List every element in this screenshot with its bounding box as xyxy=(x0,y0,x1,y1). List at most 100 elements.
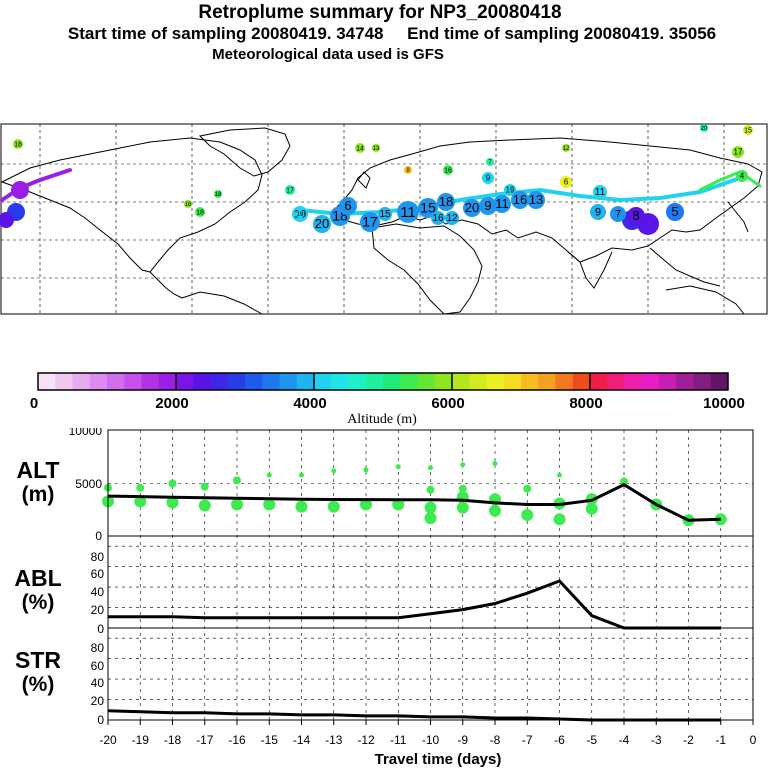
alt-scatter-point xyxy=(136,483,145,492)
trajectory-marker-label: 18 xyxy=(215,192,222,198)
end-time-label: End time of sampling 20080419. 35056 xyxy=(407,24,717,43)
colorbar-cell xyxy=(469,373,487,390)
trajectory-marker xyxy=(437,193,455,211)
colorbar-tick-label: 10000 xyxy=(703,395,745,412)
colorbar-cell xyxy=(676,373,694,390)
trajectory-marker-label: 8 xyxy=(406,168,410,174)
colorbar-tick-label: 0 xyxy=(30,395,38,412)
alt-scatter-point xyxy=(200,482,209,491)
trajectory-marker-label: 6 xyxy=(344,198,351,213)
colorbar-cell xyxy=(38,373,56,390)
colorbar-cell xyxy=(607,373,625,390)
colorbar-cell xyxy=(245,373,263,390)
colorbar-tick-label: 2000 xyxy=(155,395,188,412)
colorbar-cell xyxy=(210,373,229,390)
trajectory-marker xyxy=(610,206,626,222)
x-axis-tick-label: -4 xyxy=(619,733,630,747)
trajectory-marker xyxy=(313,215,331,233)
colorbar-cell xyxy=(72,373,91,390)
alt-scatter xyxy=(102,461,727,527)
colorbar-tick-labels: 0 2000 4000 6000 8000 10000 xyxy=(30,395,745,412)
str-tick-60: 60 xyxy=(91,659,105,673)
trajectory-marker xyxy=(296,210,304,218)
trajectory-marker xyxy=(184,200,192,208)
x-axis-tick-label: -9 xyxy=(457,733,468,747)
trajectory-marker xyxy=(372,144,380,152)
start-time-label: Start time of sampling 20080419. 34748 xyxy=(67,24,384,43)
trajectory-marker-label: 7 xyxy=(488,160,492,166)
alt-tick-5000: 5000 xyxy=(75,477,102,491)
trajectory-marker xyxy=(479,197,497,215)
trajectory-marker-label: 19 xyxy=(506,186,515,195)
colorbar-cell xyxy=(590,373,608,390)
trajectory-marker-label: 16 xyxy=(185,202,192,208)
colorbar-cell xyxy=(710,373,729,390)
trajectory-marker xyxy=(493,195,511,213)
trajectory-marker xyxy=(590,204,606,220)
trajectory-marker xyxy=(214,190,222,198)
trajectory-marker-label: 12 xyxy=(446,213,458,224)
india-outline xyxy=(567,251,613,289)
colorbar-cell xyxy=(383,373,401,390)
africa-outline xyxy=(371,223,483,315)
trajectory-purple xyxy=(0,168,72,202)
trajectory-marker-label: 20 xyxy=(315,216,329,231)
alt-scatter-point xyxy=(424,501,437,514)
x-axis-tick-label: -18 xyxy=(164,733,182,747)
alt-panel-label-1: ALT xyxy=(16,457,59,483)
trajectory-marker xyxy=(397,201,419,223)
colorbar-cell xyxy=(331,373,349,390)
str-line xyxy=(107,709,721,722)
trajectory-marker xyxy=(562,144,570,152)
trajectory-marker-label: 16 xyxy=(432,213,444,224)
trajectory-marker xyxy=(504,184,516,196)
trajectory-marker-label: 18 xyxy=(439,194,453,209)
trajectory-marker-label: 15 xyxy=(420,200,436,216)
str-panel-label-2: (%) xyxy=(22,673,55,696)
alt-scatter-point xyxy=(489,504,501,517)
colorbar-tick-label: 8000 xyxy=(569,395,602,412)
trajectory-marker xyxy=(285,185,295,195)
colorbar-tick-label: 4000 xyxy=(293,395,326,412)
time-series-panels: ALT (m) ABL (%) STR (%) 10000 5000 0 80 … xyxy=(14,428,756,768)
x-axis-tick-label: -17 xyxy=(196,733,214,747)
alt-scatter-point xyxy=(231,498,243,511)
x-axis-tick-label: -5 xyxy=(586,733,597,747)
trajectory-map: 1920186171511151816122091119161361197851… xyxy=(0,123,768,315)
trajectory-marker xyxy=(431,211,445,225)
x-axis-tick-label: -8 xyxy=(490,733,501,747)
southeast-asia-outline xyxy=(649,247,721,287)
trajectory-marker xyxy=(0,212,14,228)
colorbar-cell xyxy=(434,373,453,390)
alt-scatter-point xyxy=(233,476,241,485)
met-data-label: Meteorological data used is GFS xyxy=(212,46,444,63)
trajectory-marker xyxy=(736,170,748,182)
str-tick-20: 20 xyxy=(91,694,105,708)
trajectory-marker-label: 11 xyxy=(595,187,606,198)
colorbar-cell xyxy=(348,373,367,390)
altitude-colorbar: 0 2000 4000 6000 8000 10000 Altitude (m) xyxy=(30,372,745,427)
colorbar-cell xyxy=(521,373,539,390)
trajectory-marker xyxy=(560,176,572,188)
colorbar-cell xyxy=(176,373,194,390)
alt-scatter-point xyxy=(458,484,467,493)
trajectory-marker xyxy=(732,146,744,158)
colorbar-cell xyxy=(227,373,246,390)
alt-median-line xyxy=(107,482,721,522)
x-axis-tick-label: -6 xyxy=(554,733,565,747)
australia-outline xyxy=(665,285,745,315)
colorbar-cell xyxy=(124,373,142,390)
trajectory-marker xyxy=(355,143,365,153)
trajectory-marker-label: 19 xyxy=(297,212,304,218)
colorbar-frame xyxy=(37,372,729,391)
colorbar-cell xyxy=(107,373,125,390)
trajectory-marker-label: 9 xyxy=(484,198,491,213)
alt-scatter-point xyxy=(363,467,369,473)
alt-scatter-point xyxy=(426,485,435,494)
trajectory-green xyxy=(698,170,762,192)
colorbar-cell xyxy=(572,373,591,390)
colorbar-cell xyxy=(555,373,574,390)
alt-scatter-point xyxy=(585,502,598,515)
colorbar-cell xyxy=(641,373,660,390)
str-panel-label-1: STR xyxy=(15,647,61,673)
